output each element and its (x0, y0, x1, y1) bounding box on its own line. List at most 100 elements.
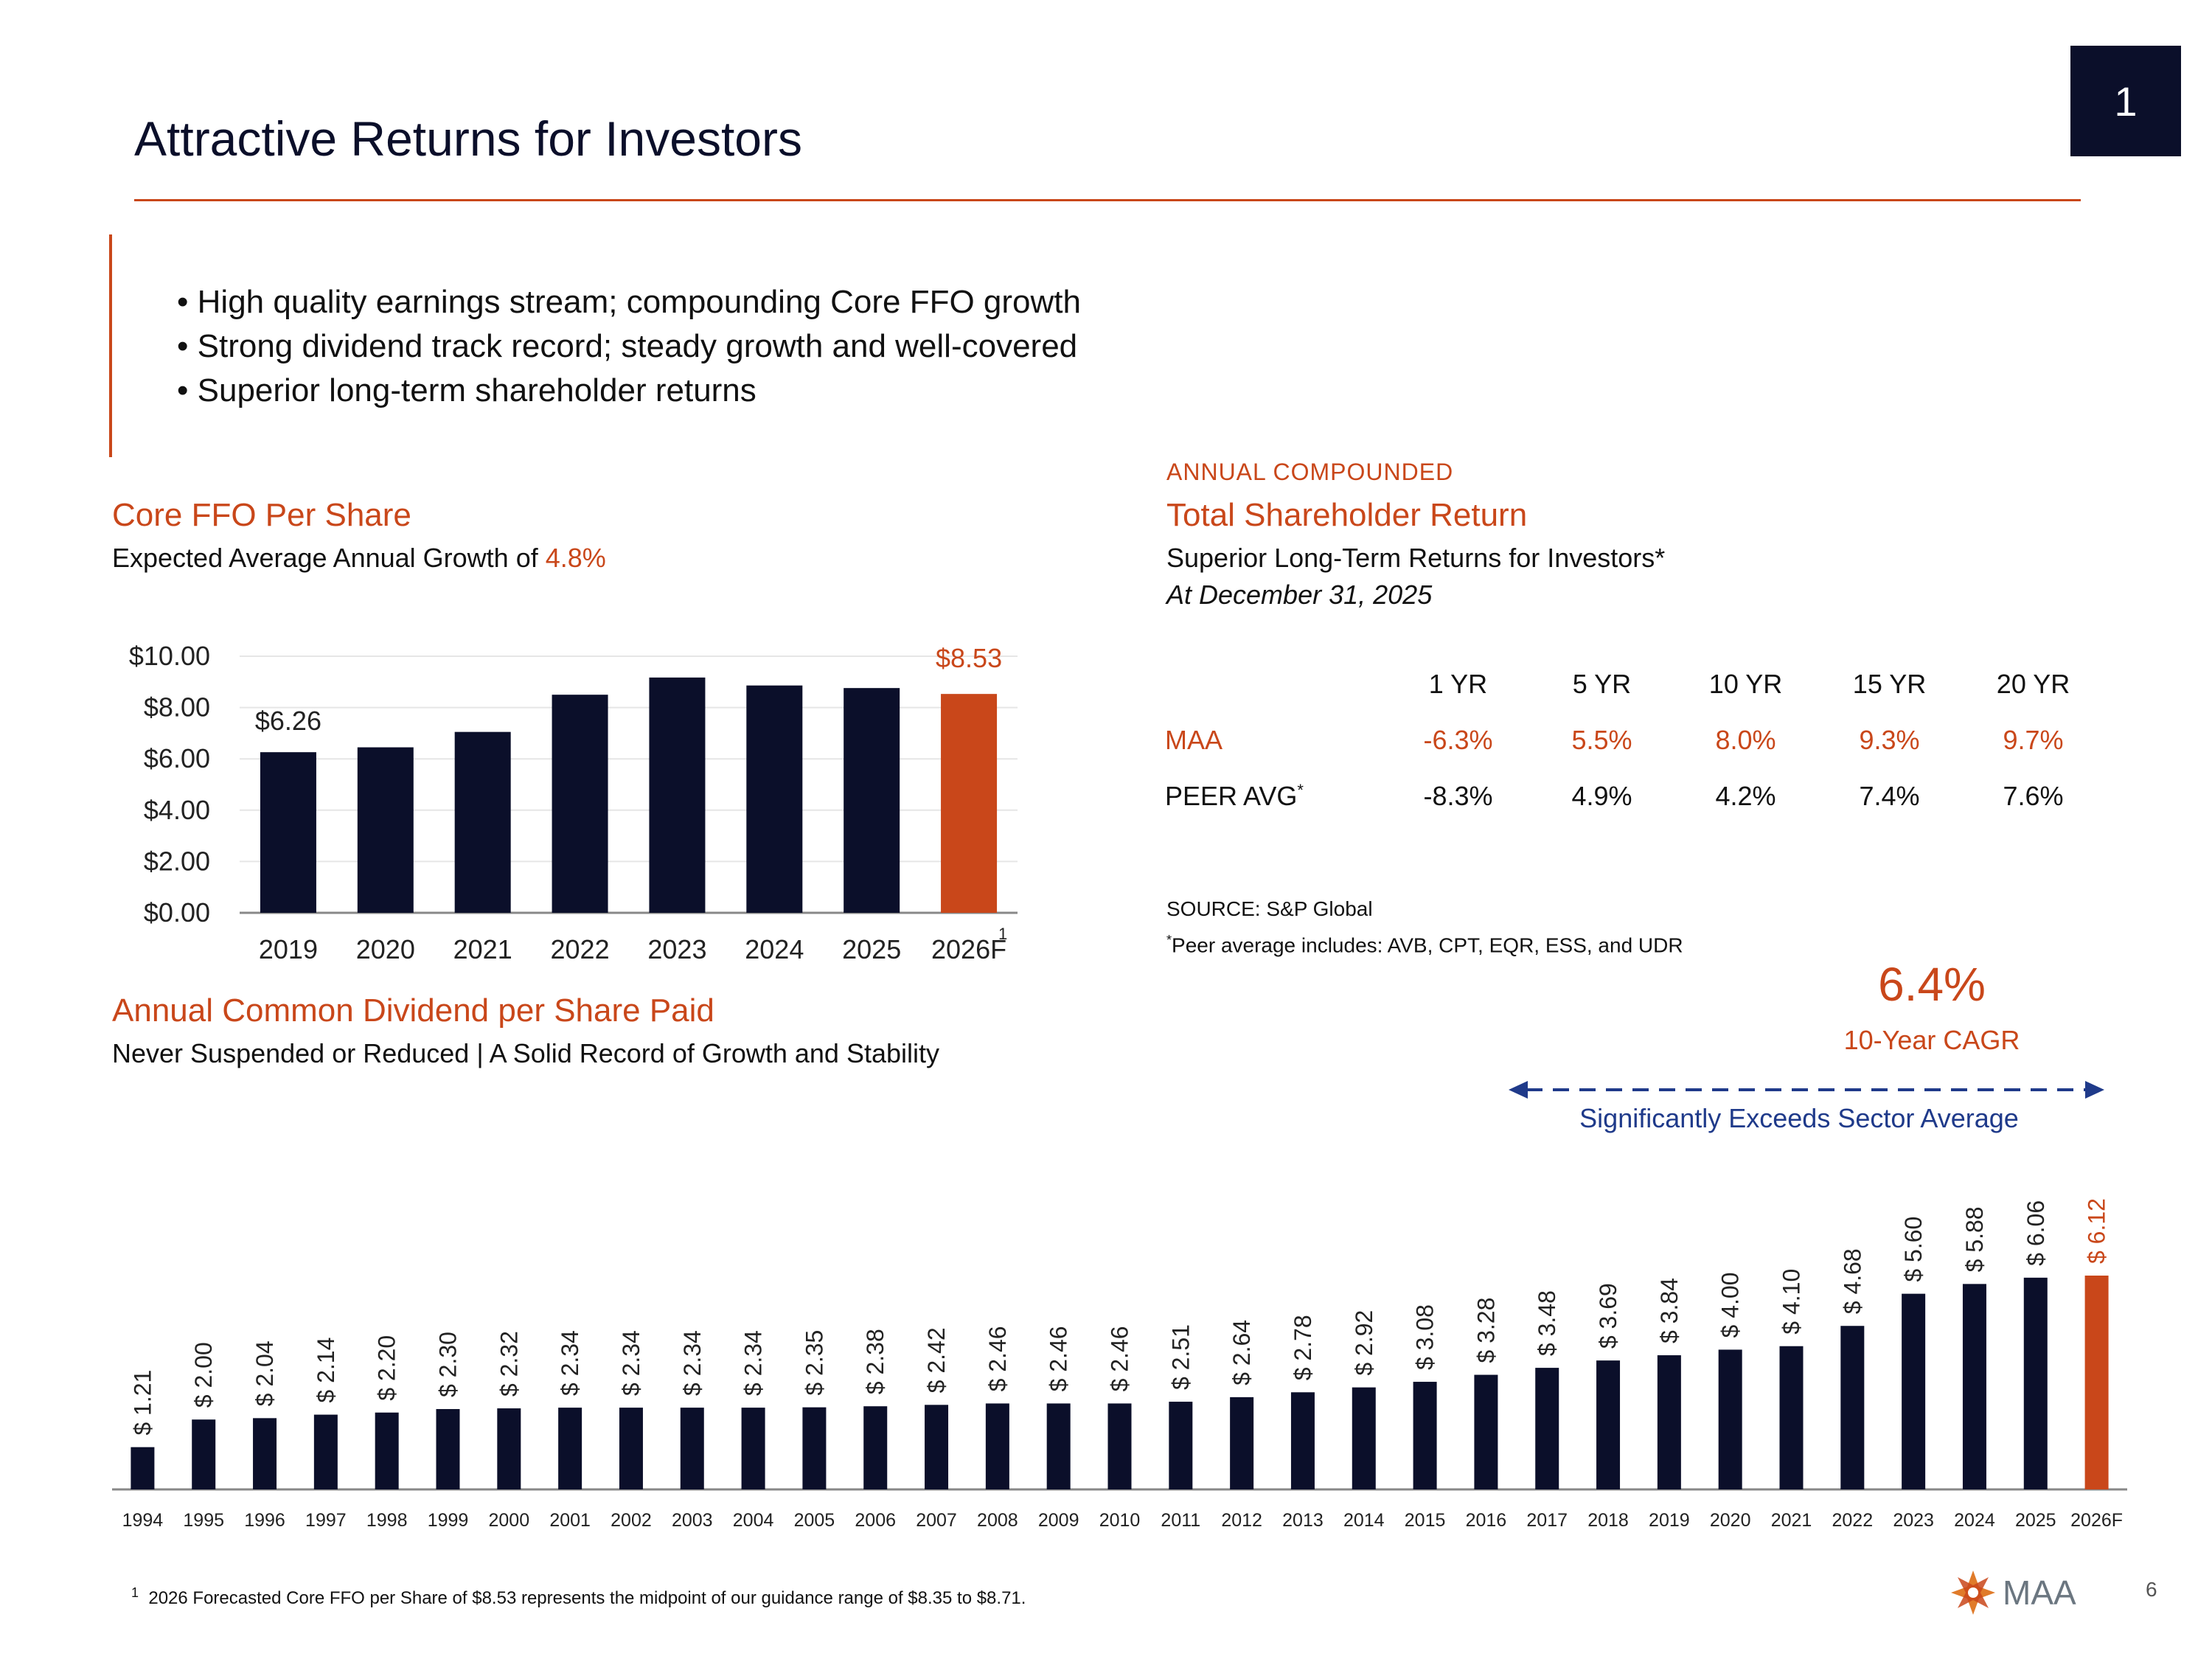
dividend-x-tick-label: 2023 (1893, 1510, 1934, 1531)
dividend-x-tick-label: 2002 (611, 1510, 652, 1531)
page-number: 6 (2146, 1578, 2157, 1601)
dividend-data-label: $ 3.28 (1472, 1298, 1499, 1363)
bullet-item: Superior long-term shareholder returns (177, 369, 1081, 413)
dividend-bar (1352, 1387, 1376, 1489)
dividend-bar (131, 1447, 155, 1489)
dividend-x-tick-label: 1994 (122, 1510, 164, 1531)
tsr-header-blank (1165, 656, 1386, 712)
dividend-bar (1657, 1355, 1681, 1489)
dividend-x-tick-label: 2007 (916, 1510, 957, 1531)
ffo-section-subtitle: Expected Average Annual Growth of 4.8% (112, 543, 606, 573)
dividend-x-tick-label: 2010 (1099, 1510, 1141, 1531)
dividend-x-tick-label: 2022 (1832, 1510, 1874, 1531)
maa-logo: MAA (1951, 1571, 2076, 1615)
tsr-row-label: PEER AVG* (1165, 781, 1304, 811)
dividend-data-label: $ 2.38 (862, 1329, 888, 1394)
ffo-bar (357, 747, 414, 913)
ffo-data-label: $6.26 (255, 706, 321, 736)
dividend-data-label: $ 2.42 (923, 1327, 950, 1393)
tsr-cell: -6.3% (1423, 725, 1493, 755)
bullet-item: High quality earnings stream; compoundin… (177, 280, 1081, 324)
dividend-x-tick-label: 2001 (549, 1510, 591, 1531)
dividend-data-label: $ 2.35 (801, 1330, 827, 1396)
ffo-x-tick-superscript: 1 (998, 925, 1007, 943)
dividend-data-label: $ 4.00 (1717, 1272, 1744, 1338)
dividend-section-title: Annual Common Dividend per Share Paid (112, 992, 714, 1029)
dividend-bar (1962, 1284, 1986, 1489)
dividend-data-label: $ 5.88 (1961, 1206, 1988, 1272)
dividend-data-label: $ 5.60 (1900, 1217, 1927, 1282)
tsr-table: 1 YR 5 YR 10 YR 15 YR 20 YR MAA -6.3% 5.… (1165, 656, 2105, 824)
dividend-x-tick-label: 2008 (977, 1510, 1018, 1531)
dividend-x-tick-label: 1997 (305, 1510, 347, 1531)
ffo-bar (552, 695, 608, 913)
tsr-cell: 9.3% (1859, 725, 1920, 755)
dividend-bar (1596, 1360, 1621, 1489)
dividend-data-label: $ 2.92 (1351, 1310, 1377, 1376)
tsr-header-row: 1 YR 5 YR 10 YR 15 YR 20 YR (1165, 656, 2105, 712)
title-divider (134, 199, 2081, 201)
tsr-cell: 4.9% (1571, 781, 1632, 811)
tsr-source: SOURCE: S&P Global *Peer average include… (1166, 897, 1683, 957)
ffo-y-tick-label: $2.00 (144, 846, 210, 876)
dividend-data-label: $ 3.08 (1412, 1304, 1439, 1370)
dividend-x-tick-label: 1999 (428, 1510, 469, 1531)
tsr-col-header: 20 YR (1996, 669, 2070, 699)
dividend-data-label: $ 2.34 (618, 1330, 644, 1396)
ffo-x-tick-label: 2021 (453, 934, 512, 964)
dividend-x-tick-label: 2018 (1587, 1510, 1629, 1531)
dividend-data-label: $ 3.48 (1534, 1290, 1560, 1356)
dividend-data-label: $ 2.51 (1167, 1324, 1194, 1390)
ffo-x-tick-label: 2026F (931, 934, 1006, 964)
ffo-growth-highlight: 4.8% (545, 543, 606, 573)
ffo-y-tick-label: $6.00 (144, 743, 210, 773)
dividend-bar (1779, 1346, 1804, 1489)
ffo-x-tick-label: 2024 (745, 934, 804, 964)
ffo-bar (649, 677, 706, 913)
dividend-x-tick-label: 1996 (244, 1510, 285, 1531)
dividend-data-label: $ 2.34 (740, 1330, 767, 1396)
dividend-x-tick-label: 2024 (1954, 1510, 1995, 1531)
dividend-bar (1474, 1374, 1498, 1489)
tsr-col-header: 10 YR (1708, 669, 1783, 699)
bullet-item: Strong dividend track record; steady gro… (177, 324, 1081, 369)
dividend-section-subtitle: Never Suspended or Reduced | A Solid Rec… (112, 1038, 939, 1068)
dividend-data-label: $ 6.12 (2084, 1198, 2110, 1264)
page-title: Attractive Returns for Investors (134, 111, 802, 166)
ffo-x-tick-label: 2019 (259, 934, 318, 964)
dividend-bar (253, 1418, 277, 1489)
dividend-x-tick-label: 2006 (855, 1510, 896, 1531)
dividend-bar (1902, 1293, 1926, 1489)
dividend-bar (497, 1408, 521, 1489)
dividend-bar (1718, 1349, 1742, 1489)
dividend-x-tick-label: 2004 (733, 1510, 774, 1531)
dividend-bar (375, 1412, 399, 1489)
ffo-section-title: Core FFO Per Share (112, 497, 411, 533)
dividend-x-tick-label: 2021 (1771, 1510, 1812, 1531)
dividend-x-tick-label: 2005 (794, 1510, 835, 1531)
ffo-y-tick-label: $4.00 (144, 795, 210, 825)
page-badge: 1 (2070, 46, 2181, 156)
dividend-x-tick-label: 2026F (2070, 1510, 2123, 1531)
dividend-x-tick-label: 2009 (1038, 1510, 1079, 1531)
tsr-date: At December 31, 2025 (1166, 580, 1433, 610)
dividend-bar (925, 1405, 949, 1489)
dividend-x-tick-label: 2016 (1466, 1510, 1507, 1531)
tsr-row-maa: MAA -6.3% 5.5% 8.0% 9.3% 9.7% (1165, 712, 2105, 768)
ffo-bar (746, 685, 803, 913)
cagr-range-arrow (1509, 1081, 2104, 1099)
dividend-bar (680, 1408, 704, 1489)
footnote: 1 2026 Forecasted Core FFO per Share of … (131, 1585, 1026, 1608)
dividend-x-tick-label: 2013 (1282, 1510, 1324, 1531)
dividend-bar (802, 1407, 827, 1489)
ffo-y-tick-label: $8.00 (144, 692, 210, 723)
dividend-bar (192, 1419, 216, 1489)
ffo-bar (260, 752, 316, 913)
dividend-data-label: $ 6.06 (2023, 1200, 2049, 1266)
dividend-x-tick-label: 2025 (2015, 1510, 2056, 1531)
dividend-bar (1107, 1403, 1132, 1489)
dividend-bar (1046, 1403, 1071, 1489)
ffo-x-tick-label: 2020 (356, 934, 415, 964)
dividend-data-label: $ 4.10 (1778, 1269, 1805, 1335)
dividend-data-label: $ 3.84 (1656, 1278, 1683, 1343)
